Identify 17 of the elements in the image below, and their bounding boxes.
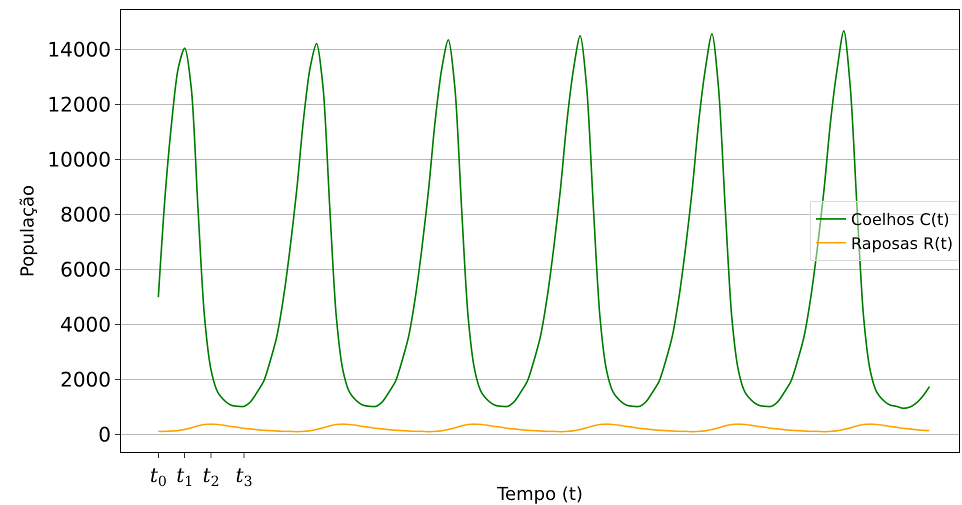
y-tick-label: 8000 [60,202,111,227]
y-tick-label: 10000 [47,148,111,172]
legend-label: Coelhos C(t) [851,210,950,230]
y-tick-label: 0 [98,422,111,447]
x-tick-label: t$_{3}$ [236,463,252,490]
y-tick-label: 6000 [60,258,111,282]
y-tick-label: 14000 [47,38,111,62]
x-tick-label: t$_{0}$ [150,463,167,490]
line-series [158,423,930,432]
y-tick-label: 12000 [47,92,111,117]
y-axis-title: População [18,184,39,278]
x-tick-label: t$_{2}$ [202,463,220,490]
x-tick-label: t$_{1}$ [176,463,194,490]
x-axis-title: Tempo (t) [496,484,583,505]
y-tick-label: 2000 [60,368,111,392]
y-tick-label: 4000 [60,312,111,337]
legend-label: Raposas R(t) [851,234,953,253]
